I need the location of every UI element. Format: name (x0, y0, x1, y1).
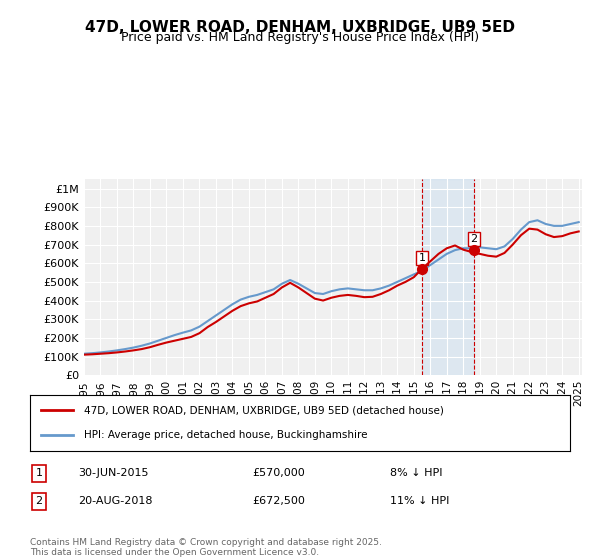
Bar (422, 179, 474, 375)
Text: £672,500: £672,500 (252, 496, 305, 506)
Text: 8% ↓ HPI: 8% ↓ HPI (390, 468, 443, 478)
Text: 30-JUN-2015: 30-JUN-2015 (78, 468, 149, 478)
Text: £570,000: £570,000 (252, 468, 305, 478)
Text: Contains HM Land Registry data © Crown copyright and database right 2025.
This d: Contains HM Land Registry data © Crown c… (30, 538, 382, 557)
Text: Price paid vs. HM Land Registry's House Price Index (HPI): Price paid vs. HM Land Registry's House … (121, 31, 479, 44)
Text: 47D, LOWER ROAD, DENHAM, UXBRIDGE, UB9 5ED (detached house): 47D, LOWER ROAD, DENHAM, UXBRIDGE, UB9 5… (84, 405, 444, 416)
Text: 11% ↓ HPI: 11% ↓ HPI (390, 496, 449, 506)
Text: 47D, LOWER ROAD, DENHAM, UXBRIDGE, UB9 5ED: 47D, LOWER ROAD, DENHAM, UXBRIDGE, UB9 5… (85, 20, 515, 35)
Text: 1: 1 (419, 253, 425, 263)
Text: 2: 2 (470, 234, 478, 244)
Text: 20-AUG-2018: 20-AUG-2018 (78, 496, 152, 506)
Text: 2: 2 (35, 496, 43, 506)
Text: HPI: Average price, detached house, Buckinghamshire: HPI: Average price, detached house, Buck… (84, 430, 367, 440)
Text: 1: 1 (35, 468, 43, 478)
